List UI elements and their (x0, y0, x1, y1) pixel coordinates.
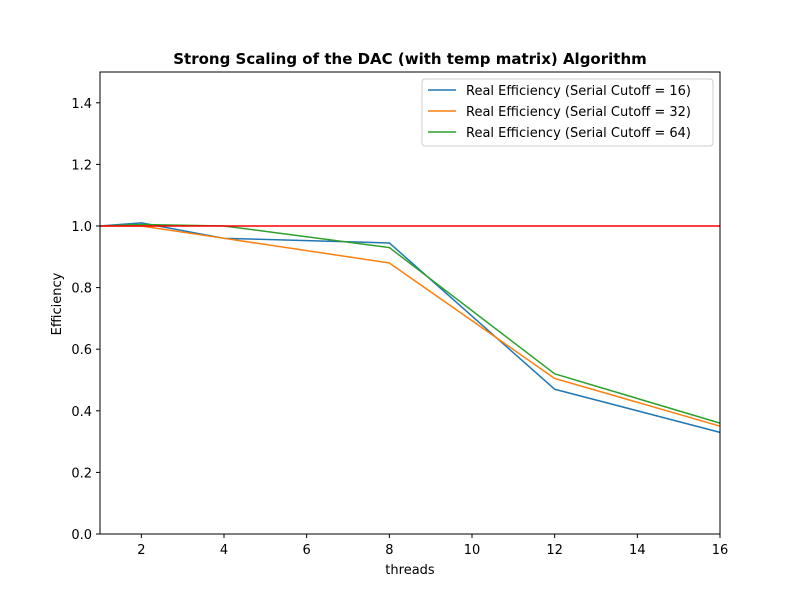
legend: Real Efficiency (Serial Cutoff = 16) Real… (421, 78, 714, 147)
series-line-3 (99, 223, 721, 424)
y-tick-label: 1.2 (71, 158, 92, 173)
y-tick-label: 0.6 (71, 343, 92, 358)
y-tick-label: 1.4 (71, 97, 92, 112)
y-tick-label: 0.8 (71, 282, 92, 297)
series-line-1 (99, 222, 721, 434)
x-tick-label: 16 (712, 543, 729, 558)
plot-area: 2 4 6 8 10 12 14 16 0.0 0.2 0.4 0.6 0.8 1.0 1.2 1.4 Real… (71, 71, 729, 558)
x-tick-label: 8 (385, 543, 393, 558)
x-tick-label: 14 (629, 543, 646, 558)
x-tick-label: 10 (464, 543, 481, 558)
x-tick-label: 2 (137, 543, 145, 558)
x-tick-label: 4 (220, 543, 228, 558)
y-tick-label: 0.0 (71, 528, 92, 543)
legend-entry: Real Efficiency (Serial Cutoff = 32) (466, 105, 691, 120)
plot-frame (99, 71, 721, 535)
legend-box (421, 78, 714, 147)
x-tick-label: 12 (546, 543, 563, 558)
legend-entry: Real Efficiency (Serial Cutoff = 16) (466, 84, 691, 99)
y-tick-label: 1.0 (71, 220, 92, 235)
x-axis-label: threads (385, 563, 435, 578)
y-tick-label: 0.2 (71, 466, 92, 481)
legend-entry: Real Efficiency (Serial Cutoff = 64) (466, 126, 691, 141)
y-axis-label: Efficiency (50, 272, 65, 335)
chart-title: Strong Scaling of the DAC (with temp mat… (173, 50, 647, 68)
y-tick-label: 0.4 (71, 405, 92, 420)
x-tick-label: 6 (303, 543, 311, 558)
